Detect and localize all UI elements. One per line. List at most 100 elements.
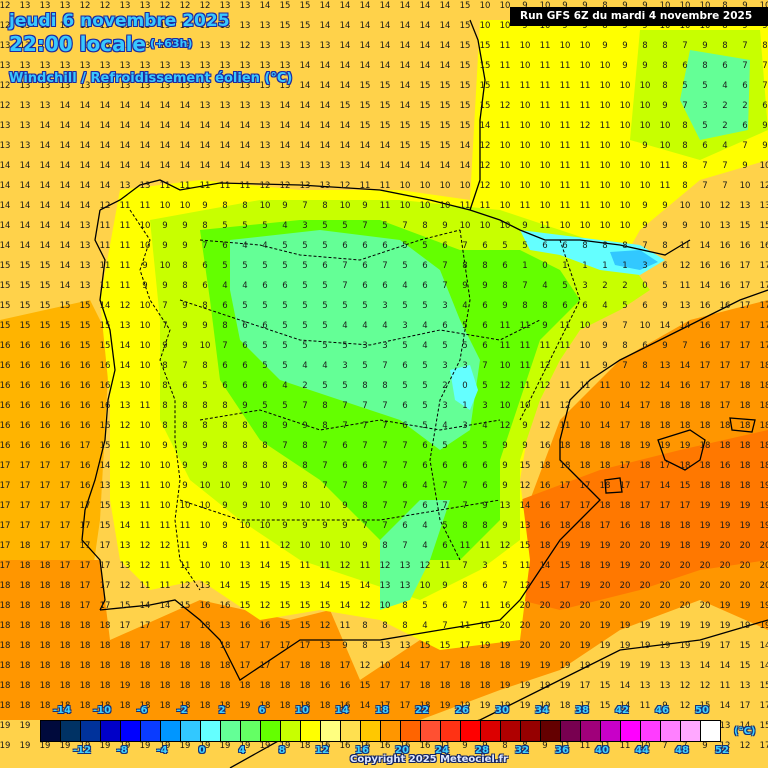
zone-meseta-mint (230, 230, 480, 450)
legend-swatch (141, 721, 161, 741)
legend-label-bottom: 20 (395, 745, 409, 756)
legend-swatch (301, 721, 321, 741)
legend-swatch (261, 721, 281, 741)
regional-border-3 (199, 409, 501, 431)
copyright: Copyright 2025 Meteociel.fr (350, 754, 508, 765)
legend-label-top: 2 (218, 705, 226, 716)
iberia-north-coast (99, 179, 691, 256)
legend-label-top: 22 (415, 705, 429, 716)
forecast-time: 22:00 locale (9, 32, 146, 56)
legend-label-top: -2 (176, 705, 188, 716)
legend-swatch (641, 721, 661, 741)
legend-swatch (221, 721, 241, 741)
legend-label-bottom: -12 (72, 745, 92, 756)
legend-label-bottom: 40 (595, 745, 609, 756)
zone-iberic-cyan (450, 365, 478, 410)
legend-swatch (541, 721, 561, 741)
legend-swatch (561, 721, 581, 741)
legend-swatch (421, 721, 441, 741)
zone-south-orange (0, 300, 768, 720)
legend-label-bottom: 28 (475, 745, 489, 756)
legend-swatch (481, 721, 501, 741)
run-label: Run GFS 6Z du mardi 4 novembre 2025 (510, 7, 768, 26)
legend-swatch (461, 721, 481, 741)
legend-label-bottom: 16 (355, 745, 369, 756)
regional-border-6 (519, 239, 581, 421)
zone-med-deep (520, 430, 768, 610)
regional-border-1 (199, 229, 461, 261)
spain-portugal-border (129, 209, 201, 591)
legend-swatch (521, 721, 541, 741)
zone-south-mint (380, 500, 450, 610)
legend-swatch (401, 721, 421, 741)
legend-swatch (701, 721, 720, 741)
legend-label-top: 50 (695, 705, 709, 716)
south-coast (99, 289, 768, 681)
ibiza (604, 477, 623, 494)
legend-label-bottom: 24 (435, 745, 449, 756)
legend-label-bottom: 44 (635, 745, 649, 756)
legend-label-top: 46 (655, 705, 669, 716)
regional-border-4 (179, 499, 501, 521)
legend-swatch (61, 721, 81, 741)
legend-swatch (41, 721, 61, 741)
legend-swatch (621, 721, 641, 741)
regional-border-2 (179, 299, 541, 346)
legend-unit: (°C) (734, 726, 756, 737)
france-west-coast (469, 19, 486, 211)
legend-label-bottom: 36 (555, 745, 569, 756)
legend-swatch (101, 721, 121, 741)
legend-label-top: 26 (455, 705, 469, 716)
legend-swatch (181, 721, 201, 741)
legend-label-bottom: 4 (238, 745, 246, 756)
legend-swatch (381, 721, 401, 741)
legend-label-bottom: 48 (675, 745, 689, 756)
regional-border-5 (429, 229, 471, 561)
legend-label-top: 6 (258, 705, 266, 716)
legend-swatch (601, 721, 621, 741)
legend-swatch (81, 721, 101, 741)
menorca (729, 417, 756, 433)
forecast-offset: (+63h) (150, 37, 193, 50)
legend-label-bottom: 12 (315, 745, 329, 756)
legend-swatch (341, 721, 361, 741)
portugal-coast (81, 209, 116, 611)
legend-label-bottom: -8 (116, 745, 128, 756)
legend-label-top: 10 (295, 705, 309, 716)
legend-swatch (201, 721, 221, 741)
legend-label-top: 14 (335, 705, 349, 716)
legend-label-bottom: 8 (278, 745, 286, 756)
legend-label-top: 38 (575, 705, 589, 716)
legend-swatch (361, 721, 381, 741)
legend-label-top: -10 (92, 705, 112, 716)
legend-label-top: 42 (615, 705, 629, 716)
legend-swatch (681, 721, 701, 741)
zone-atlantic-orange (0, 300, 110, 600)
legend-label-bottom: 52 (715, 745, 729, 756)
legend-swatch (281, 721, 301, 741)
legend-swatch (321, 721, 341, 741)
legend-label-bottom: 32 (515, 745, 529, 756)
legend-swatch (661, 721, 681, 741)
parameter-title: Windchill / Refroidissement éolien (°C) (9, 71, 293, 86)
zone-pyrenees-blue (610, 250, 658, 270)
legend-label-top: -14 (52, 705, 72, 716)
legend-swatch (581, 721, 601, 741)
mallorca (657, 429, 706, 471)
borders (129, 209, 581, 591)
legend-label-bottom: 0 (198, 745, 206, 756)
legend-label-bottom: -4 (156, 745, 168, 756)
legend-swatch (121, 721, 141, 741)
legend-label-top: 34 (535, 705, 549, 716)
forecast-date: jeudi 6 novembre 2025 (9, 11, 230, 31)
legend-swatch (441, 721, 461, 741)
color-legend (40, 720, 721, 742)
legend-label-top: 18 (375, 705, 389, 716)
legend-label-top: -6 (136, 705, 148, 716)
legend-swatch (501, 721, 521, 741)
zone-france-cold (680, 50, 750, 140)
legend-swatch (161, 721, 181, 741)
legend-label-top: 30 (495, 705, 509, 716)
legend-swatch (241, 721, 261, 741)
